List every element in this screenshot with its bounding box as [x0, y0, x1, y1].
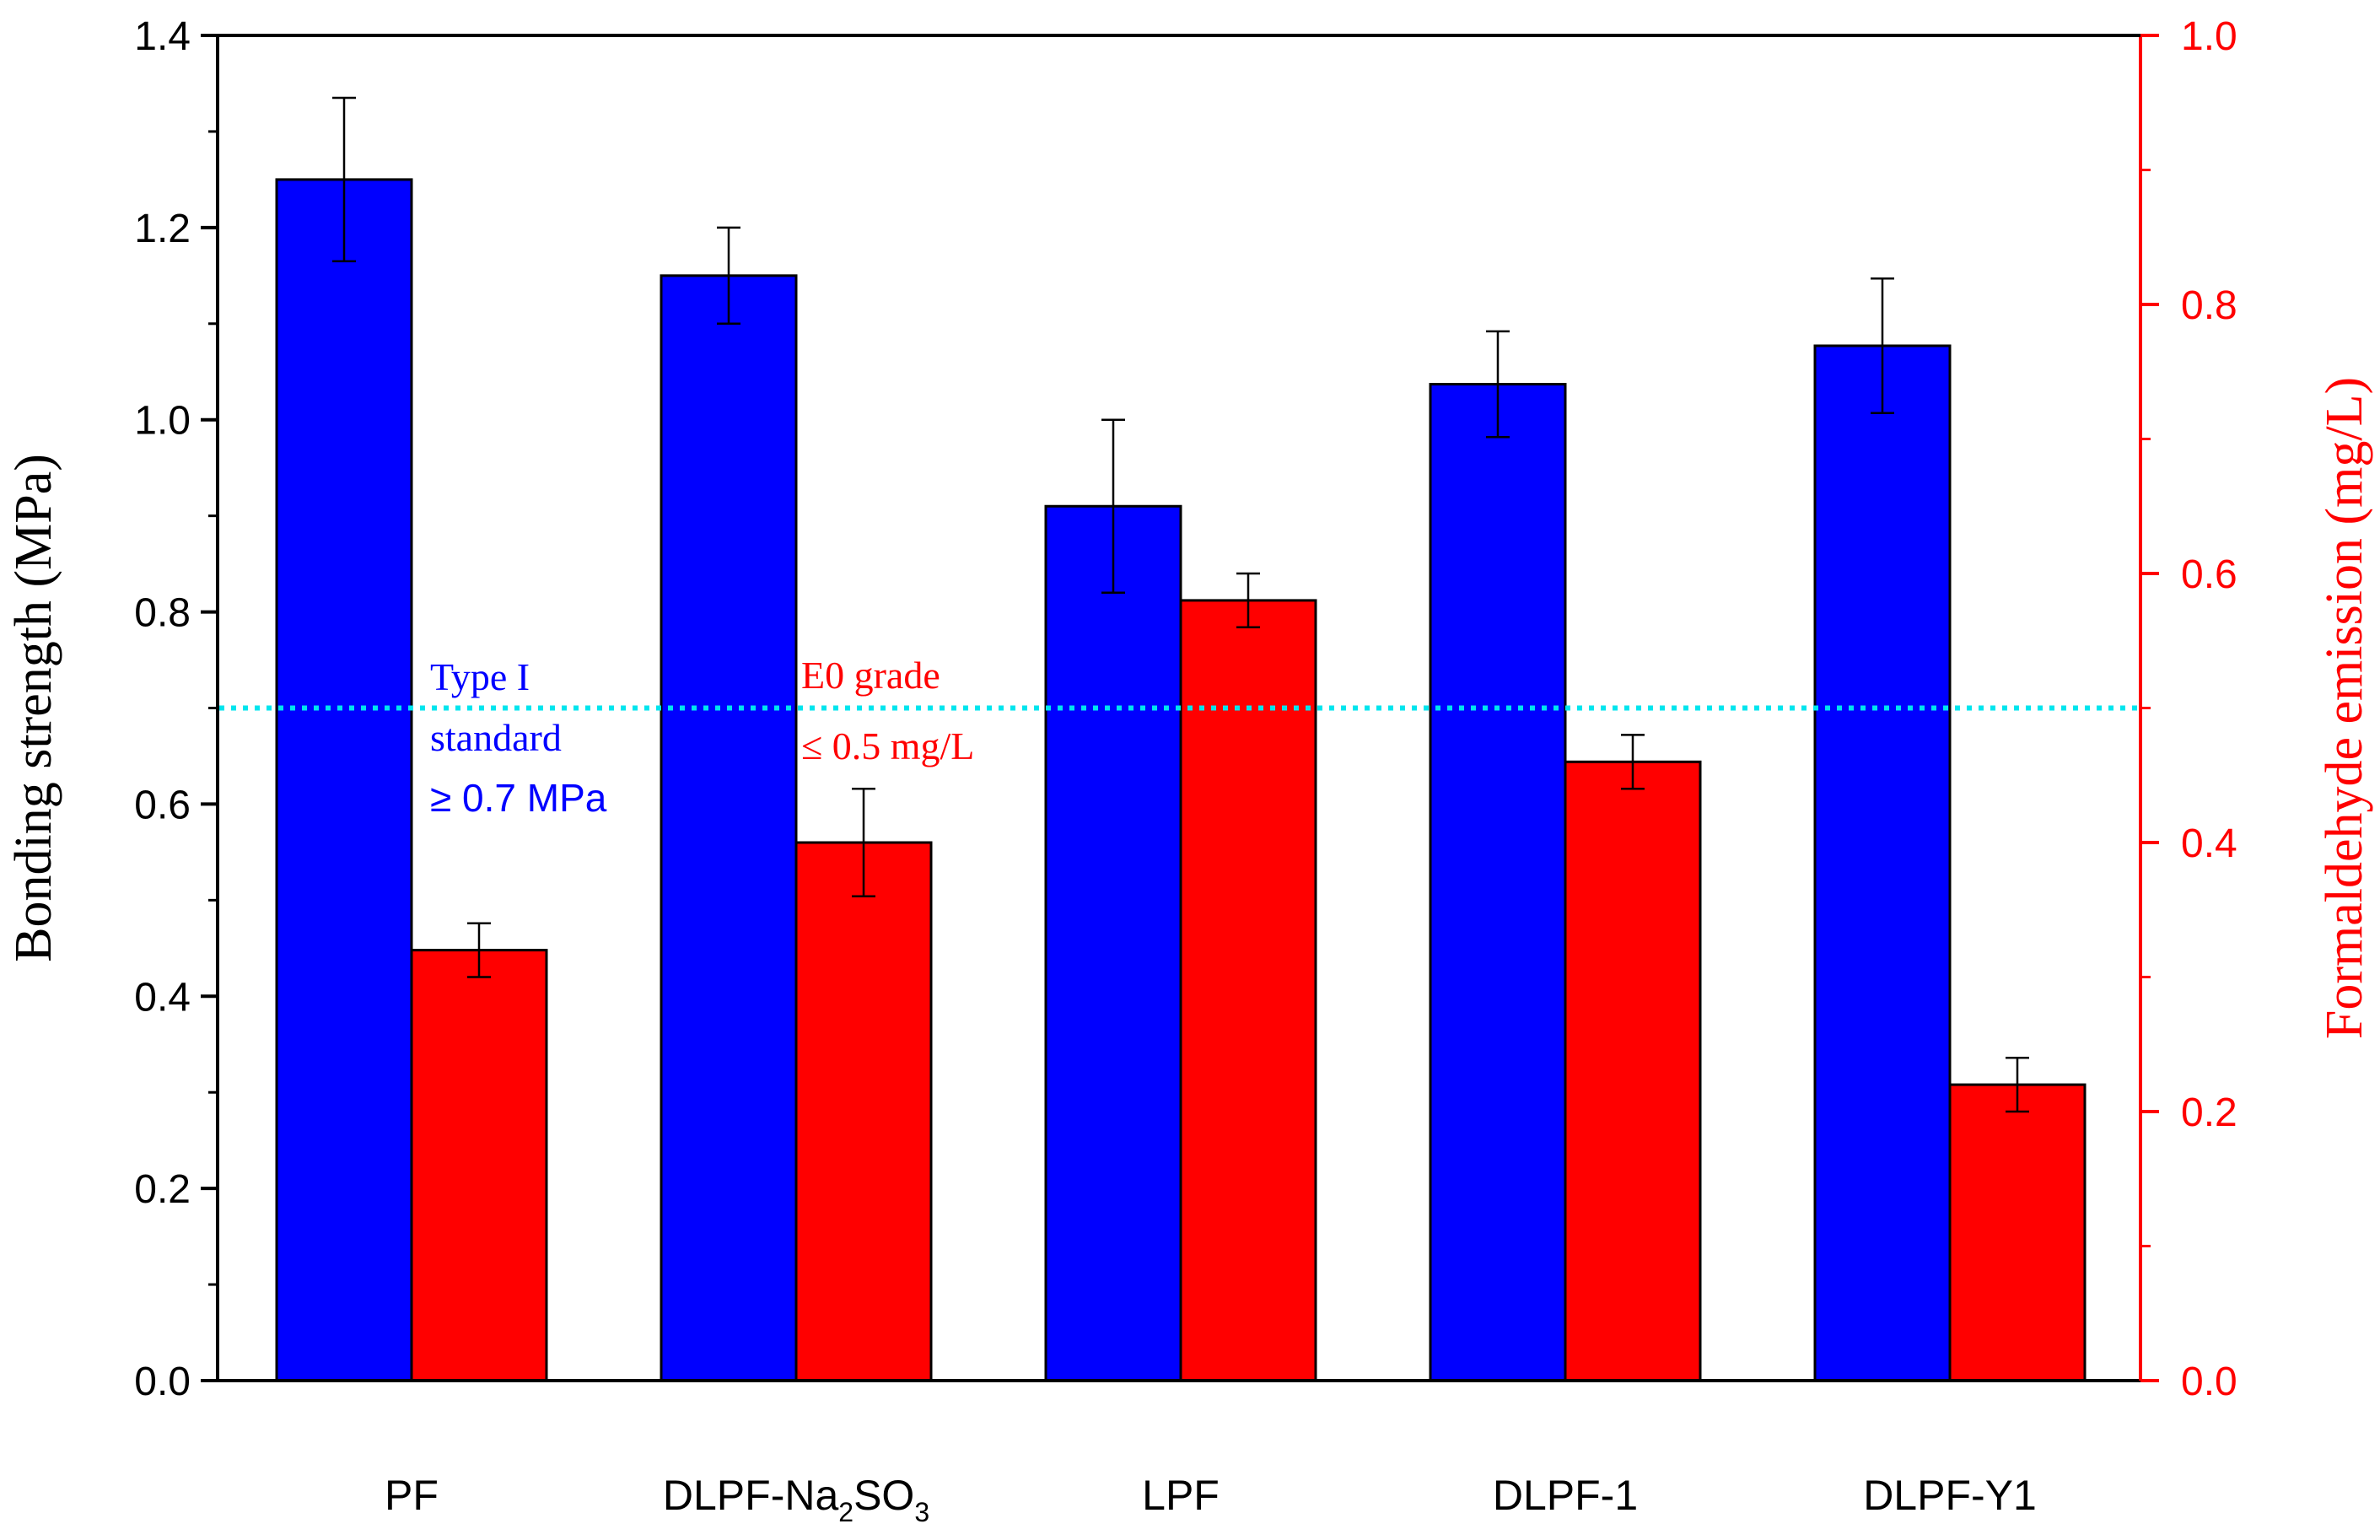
y2-axis-title: Formaldehyde emission (mg/L) — [2316, 377, 2373, 1039]
right-tick-label: 0.8 — [2181, 283, 2237, 328]
error-bar-strength-0 — [332, 96, 356, 262]
bar-strength-0 — [275, 178, 413, 1382]
category-label-part: DLPF-1 — [1493, 1472, 1638, 1519]
right-tick-label: 1.0 — [2181, 14, 2237, 59]
right-tick-label: 0.4 — [2181, 821, 2237, 866]
bars-layer — [275, 178, 2087, 1382]
error-bar-strength-3 — [1486, 330, 1510, 439]
category-label-0: PF — [385, 1472, 439, 1519]
left-tick-label: 0.8 — [134, 591, 191, 636]
left-tick-label: 0.0 — [134, 1360, 191, 1404]
annotation-e0-line-0: E0 grade — [801, 654, 940, 697]
category-label-part: DLPF-Y1 — [1863, 1472, 2037, 1519]
bar-strength-3 — [1429, 383, 1567, 1382]
error-bar-emission-1 — [852, 787, 875, 898]
category-label-part: DLPF-Na — [663, 1472, 839, 1519]
bar-strength-4 — [1813, 344, 1952, 1382]
category-label-2: LPF — [1142, 1472, 1220, 1519]
category-label-1: DLPF-Na2SO3 — [663, 1472, 929, 1527]
category-label-subscript: 3 — [914, 1497, 929, 1527]
error-bar-strength-1 — [717, 226, 740, 326]
left-tick-label: 1.0 — [134, 399, 191, 444]
annotations: Type I standard ≥ 0.7 MPa E0 grade ≤ 0.5 mg/… — [430, 654, 974, 820]
error-bar-emission-3 — [1621, 734, 1645, 790]
category-label-subscript: 2 — [838, 1497, 853, 1527]
error-bar-strength-2 — [1101, 418, 1125, 595]
bar-emission-3 — [1564, 760, 1702, 1382]
category-label-part: PF — [385, 1472, 439, 1519]
error-bar-strength-4 — [1871, 277, 1894, 414]
error-bars-layer — [332, 96, 2029, 1113]
y-axis-title: Bonding strength (MPa) — [5, 454, 62, 962]
bar-emission-2 — [1179, 599, 1317, 1382]
annotation-e0-line-1: ≤ 0.5 mg/L — [801, 724, 974, 767]
category-label-part: SO — [853, 1472, 914, 1519]
bar-emission-1 — [794, 841, 933, 1382]
annotation-type1-line-2: ≥ 0.7 MPa — [430, 776, 607, 820]
bar-strength-1 — [660, 274, 798, 1382]
error-bar-emission-2 — [1236, 572, 1260, 629]
left-tick-label: 0.6 — [134, 783, 191, 827]
left-tick-label: 1.2 — [134, 207, 191, 251]
category-label-part: LPF — [1142, 1472, 1220, 1519]
left-tick-label: 1.4 — [134, 14, 191, 59]
category-labels: PF DLPF-Na2SO3 LPF DLPF-1 DLPF-Y1 — [385, 1472, 2037, 1527]
annotation-type1-line-0: Type I — [430, 655, 530, 698]
left-tick-label: 0.4 — [134, 975, 191, 1020]
error-bar-emission-4 — [2006, 1056, 2029, 1113]
bar-emission-4 — [1948, 1083, 2087, 1382]
category-label-4: DLPF-Y1 — [1863, 1472, 2037, 1519]
right-tick-label: 0.0 — [2181, 1360, 2237, 1404]
right-tick-label: 0.6 — [2181, 552, 2237, 597]
annotation-type1-line-1: standard — [430, 716, 562, 759]
bar-emission-0 — [410, 949, 548, 1382]
bar-strength-2 — [1044, 504, 1182, 1382]
left-tick-label: 0.2 — [134, 1167, 191, 1212]
right-tick-label: 0.2 — [2181, 1090, 2237, 1135]
category-label-3: DLPF-1 — [1493, 1472, 1638, 1519]
right-ticks: 0.0 0.2 0.4 0.6 0.8 1.0 — [2140, 14, 2237, 1404]
error-bar-emission-0 — [467, 922, 491, 978]
left-ticks: 0.0 0.2 0.4 0.6 0.8 1.0 1.2 1.4 — [134, 14, 218, 1404]
